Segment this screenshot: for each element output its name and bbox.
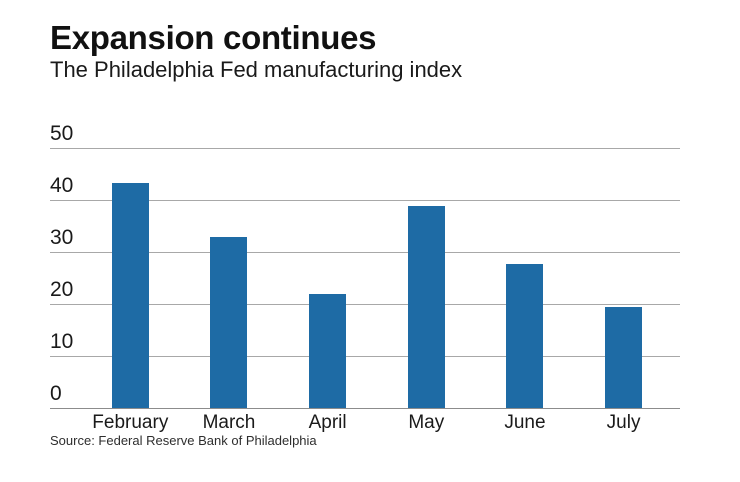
- x-axis-line: [50, 408, 680, 409]
- bar-april: [309, 293, 347, 408]
- gridline: [50, 304, 680, 305]
- bar-may: [407, 206, 445, 408]
- gridline: [50, 200, 680, 201]
- x-tick-label: March: [202, 412, 256, 433]
- bar-february: [111, 182, 149, 408]
- y-tick-label: 40: [50, 174, 74, 197]
- gridline: [50, 148, 680, 149]
- chart-title: Expansion continues: [50, 19, 377, 56]
- x-tick-label: May: [408, 412, 445, 433]
- source-note: Source: Federal Reserve Bank of Philadel…: [50, 433, 317, 448]
- y-tick-label: 50: [50, 122, 74, 145]
- bar-june: [506, 264, 544, 408]
- bar-march: [210, 237, 248, 408]
- x-tick-label: June: [504, 412, 546, 433]
- x-tick-label: February: [92, 412, 169, 433]
- gridline: [50, 356, 680, 357]
- y-tick-label: 20: [50, 278, 74, 301]
- y-tick-label: 30: [50, 226, 74, 249]
- gridline: [50, 252, 680, 253]
- bar-july: [605, 306, 643, 408]
- y-tick-label: 0: [50, 382, 62, 405]
- x-tick-label: April: [308, 412, 347, 433]
- x-tick-label: July: [606, 412, 641, 433]
- y-tick-label: 10: [50, 330, 74, 353]
- chart-subtitle: The Philadelphia Fed manufacturing index: [50, 57, 463, 82]
